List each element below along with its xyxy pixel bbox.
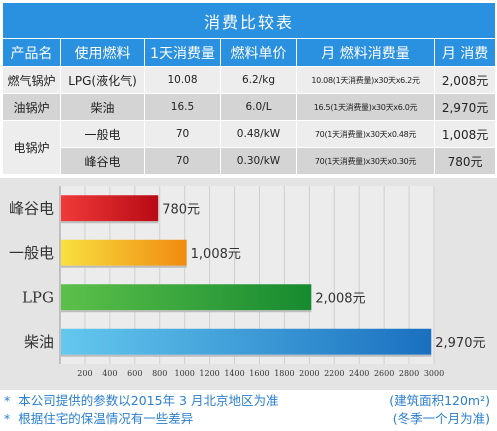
tick-label: 2400 <box>349 369 369 378</box>
tick-label: 2600 <box>374 369 394 378</box>
table-row: 电锅炉 一般电 70 0.48/kW 70(1天消费量)x30天x0.48元 1… <box>2 120 497 175</box>
cell-product: 油锅炉 <box>2 93 61 121</box>
cell-monthly: 70(1天消费量)x30天x0.30元 <box>296 147 435 175</box>
cell-price: 6.2/kg <box>220 66 297 94</box>
header-fuel: 使用燃料 <box>60 38 145 67</box>
cell-fuel: 柴油 <box>60 93 145 121</box>
cell-cost: 780元 <box>433 147 497 175</box>
cell-daily: 70 <box>144 147 221 175</box>
table-row: 燃气锅炉 LPG(液化气) 10.08 6.2/kg 10.08(1天消费量)x… <box>2 66 497 94</box>
bar-2 <box>61 284 312 311</box>
tick-label: 2200 <box>324 369 344 378</box>
footnote-line: * 本公司提供的参数以2015年 3 月北京地区为准 (建筑面积120m²) <box>4 392 494 410</box>
tick-label: 3000 <box>424 369 444 378</box>
bar-shadow <box>61 354 432 357</box>
cell-daily: 16.5 <box>144 93 221 121</box>
value-label: 2,970元 <box>435 336 485 351</box>
bar-shadow <box>61 221 159 224</box>
cell-daily: 10.08 <box>144 66 221 94</box>
category-label: 峰谷电 <box>9 199 54 217</box>
tick-label: 600 <box>127 369 142 378</box>
footnote-area: (建筑面积120m²) <box>389 393 490 408</box>
tick-label: 2000 <box>299 369 319 378</box>
footnotes: * 本公司提供的参数以2015年 3 月北京地区为准 (建筑面积120m²) *… <box>4 392 494 428</box>
header-price: 燃料单价 <box>220 38 297 67</box>
tick-label: 400 <box>102 369 117 378</box>
value-label: 1,008元 <box>191 247 241 262</box>
footnote-line: * 根据住宅的保温情况有一些差异 (冬季一个月为准) <box>4 410 494 428</box>
cell-fuel: LPG(液化气) <box>60 66 145 94</box>
cell-fuel: 一般电 <box>60 120 145 148</box>
star-icon: * <box>4 411 11 426</box>
cell-price: 0.30/kW <box>220 147 297 175</box>
table-title: 消费比较表 <box>1 2 497 39</box>
cell-fuel: 峰谷电 <box>60 147 145 175</box>
bar-shadow <box>61 310 312 313</box>
cell-cost: 2,970元 <box>433 93 497 121</box>
cell-product: 电锅炉 <box>2 120 61 175</box>
tick-label: 1800 <box>274 369 294 378</box>
tick-label: 800 <box>152 369 167 378</box>
cell-product: 燃气锅炉 <box>2 66 61 94</box>
cell-cost: 2,008元 <box>433 66 497 94</box>
footnote-text: 根据住宅的保温情况有一些差异 <box>18 411 194 426</box>
category-label: 柴油 <box>24 333 54 351</box>
header-cost: 月 消费 <box>433 38 497 67</box>
consumption-table: 消费比较表 产品名 使用燃料 1天消费量 燃料单价 月 燃料消费量 月 消费 燃… <box>1 2 497 175</box>
value-label: 780元 <box>162 202 200 217</box>
table-row: 峰谷电 70 0.30/kW 70(1天消费量)x30天x0.30元 780元 <box>3 147 497 175</box>
header-product: 产品名 <box>2 38 61 67</box>
tick-label: 1600 <box>249 369 269 378</box>
cost-bar-chart: 200 400 600 800 1000 1200 1400 1600 1800 2000 2200… <box>0 178 497 390</box>
value-label: 2,008元 <box>315 291 365 306</box>
footnote-text: 本公司提供的参数以2015年 3 月北京地区为准 <box>18 393 279 408</box>
cell-cost: 1,008元 <box>433 120 497 148</box>
table-row: 油锅炉 柴油 16.5 6.0/L 16.5(1天消费量)x30天x6.0元 2… <box>2 93 497 121</box>
cell-monthly: 16.5(1天消费量)x30天x6.0元 <box>296 93 435 121</box>
tick-label: 200 <box>77 369 92 378</box>
bar-0 <box>61 195 159 222</box>
cell-monthly: 10.08(1天消费量)x30天x6.2元 <box>296 66 435 94</box>
tick-label: 2800 <box>399 369 419 378</box>
tick-label: 1400 <box>224 369 244 378</box>
header-daily: 1天消费量 <box>144 38 221 67</box>
cell-daily: 70 <box>144 120 221 148</box>
bar-shadow <box>61 265 187 268</box>
cell-price: 6.0/L <box>220 93 297 121</box>
cell-monthly: 70(1天消费量)x30天x0.48元 <box>296 120 435 148</box>
category-label: LPG <box>22 288 54 306</box>
star-icon: * <box>4 393 11 408</box>
header-monthly: 月 燃料消费量 <box>296 38 435 67</box>
tick-label: 1000 <box>174 369 194 378</box>
chart-svg: 200 400 600 800 1000 1200 1400 1600 1800 2000 2200… <box>9 186 485 378</box>
bar-3 <box>61 328 432 355</box>
footnote-period: (冬季一个月为准) <box>392 411 490 426</box>
category-label: 一般电 <box>9 244 54 262</box>
cell-price: 0.48/kW <box>220 120 297 148</box>
bar-1 <box>61 239 187 266</box>
tick-label: 1200 <box>199 369 219 378</box>
